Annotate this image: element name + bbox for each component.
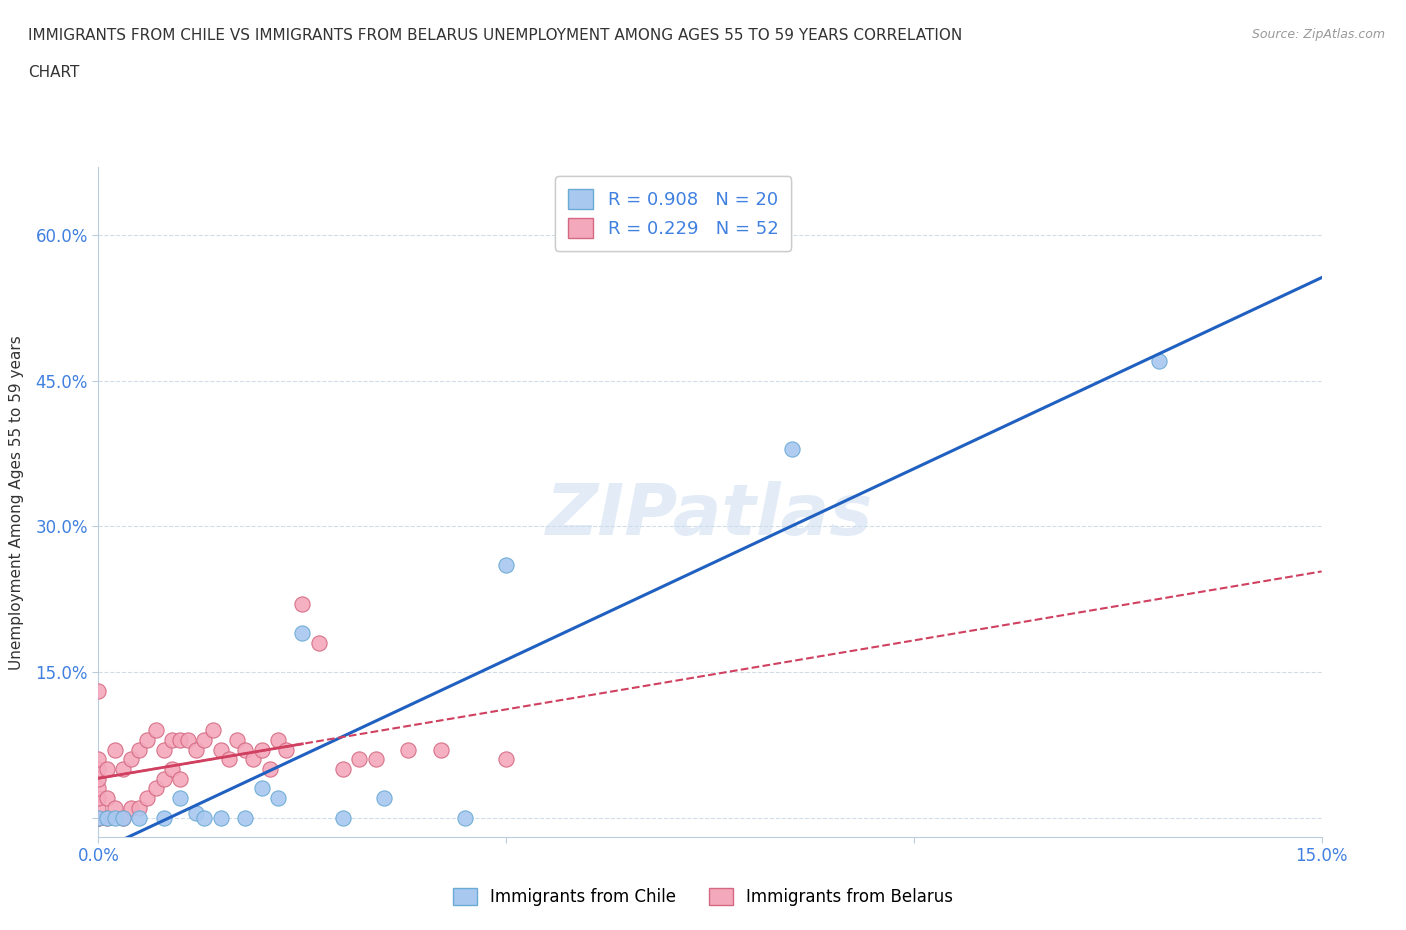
Point	[186, 742, 208, 757]
Point	[96, 762, 118, 777]
Point	[308, 635, 330, 650]
Point	[136, 790, 159, 805]
Point	[96, 790, 118, 805]
Point	[87, 801, 110, 816]
Text: Source: ZipAtlas.com: Source: ZipAtlas.com	[1251, 28, 1385, 41]
Point	[169, 733, 191, 748]
Point	[104, 801, 127, 816]
Point	[145, 723, 167, 737]
Text: CHART: CHART	[28, 65, 80, 80]
Point	[780, 442, 803, 457]
Point	[120, 801, 142, 816]
Point	[87, 810, 110, 825]
Point	[87, 810, 110, 825]
Point	[160, 762, 183, 777]
Point	[233, 810, 256, 825]
Point	[87, 790, 110, 805]
Point	[87, 684, 110, 698]
Point	[454, 810, 477, 825]
Point	[495, 558, 517, 573]
Point	[201, 723, 224, 737]
Point	[274, 742, 297, 757]
Point	[128, 801, 150, 816]
Point	[430, 742, 453, 757]
Point	[1147, 354, 1170, 369]
Text: IMMIGRANTS FROM CHILE VS IMMIGRANTS FROM BELARUS UNEMPLOYMENT AMONG AGES 55 TO 5: IMMIGRANTS FROM CHILE VS IMMIGRANTS FROM…	[28, 28, 962, 43]
Point	[495, 752, 517, 767]
Point	[169, 771, 191, 786]
Point	[291, 597, 314, 612]
Point	[349, 752, 371, 767]
Point	[152, 742, 174, 757]
Point	[209, 742, 232, 757]
Point	[396, 742, 419, 757]
Legend: Immigrants from Chile, Immigrants from Belarus: Immigrants from Chile, Immigrants from B…	[447, 881, 959, 912]
Point	[186, 805, 208, 820]
Point	[104, 742, 127, 757]
Point	[152, 771, 174, 786]
Point	[291, 626, 314, 641]
Point	[250, 781, 273, 796]
Point	[364, 752, 387, 767]
Point	[145, 781, 167, 796]
Point	[96, 810, 118, 825]
Point	[128, 810, 150, 825]
Point	[250, 742, 273, 757]
Point	[226, 733, 249, 748]
Point	[111, 762, 134, 777]
Point	[136, 733, 159, 748]
Point	[152, 810, 174, 825]
Point	[242, 752, 264, 767]
Point	[373, 790, 395, 805]
Point	[160, 733, 183, 748]
Point	[96, 810, 118, 825]
Point	[259, 762, 281, 777]
Point	[218, 752, 240, 767]
Point	[87, 771, 110, 786]
Point	[87, 752, 110, 767]
Point	[332, 762, 354, 777]
Point	[193, 733, 215, 748]
Point	[332, 810, 354, 825]
Point	[209, 810, 232, 825]
Point	[169, 790, 191, 805]
Point	[111, 810, 134, 825]
Point	[104, 810, 127, 825]
Point	[177, 733, 200, 748]
Point	[267, 733, 290, 748]
Y-axis label: Unemployment Among Ages 55 to 59 years: Unemployment Among Ages 55 to 59 years	[10, 335, 24, 670]
Point	[87, 781, 110, 796]
Point	[233, 742, 256, 757]
Point	[87, 810, 110, 825]
Point	[128, 742, 150, 757]
Point	[120, 752, 142, 767]
Point	[193, 810, 215, 825]
Legend: R = 0.908   N = 20, R = 0.229   N = 52: R = 0.908 N = 20, R = 0.229 N = 52	[555, 177, 792, 250]
Point	[111, 810, 134, 825]
Point	[267, 790, 290, 805]
Text: ZIPatlas: ZIPatlas	[547, 481, 873, 550]
Point	[87, 810, 110, 825]
Point	[87, 762, 110, 777]
